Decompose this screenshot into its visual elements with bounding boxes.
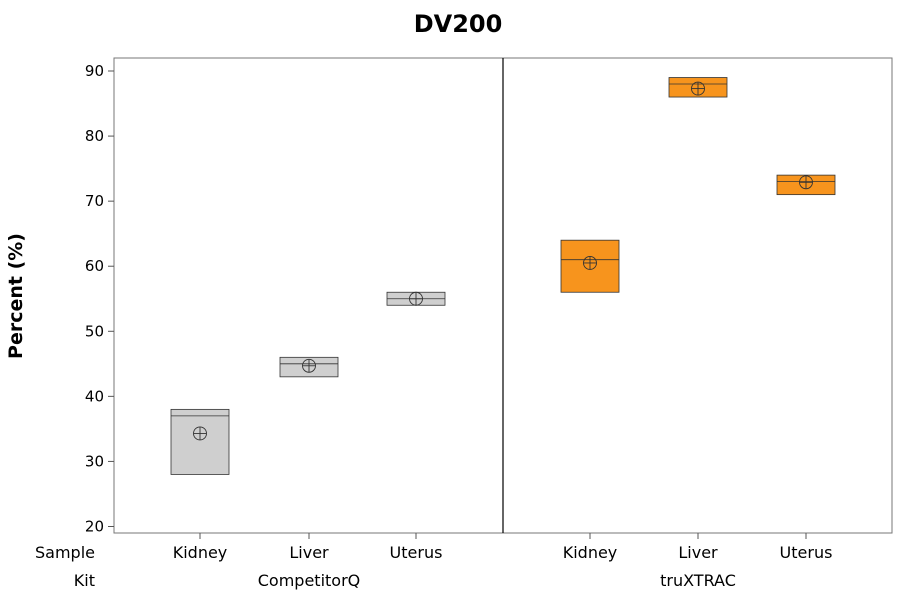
sample-row-label: Sample — [35, 543, 95, 562]
y-tick-label: 40 — [85, 387, 104, 405]
y-tick-label: 20 — [85, 517, 104, 535]
x-tick-label: Uterus — [780, 543, 833, 562]
y-axis-label: Percent (%) — [5, 233, 27, 359]
y-tick-label: 90 — [85, 62, 104, 80]
x-axis: Sample Kit Kidney Liver Uterus CompetitorQ K… — [35, 533, 832, 590]
kit-group-label: CompetitorQ — [258, 571, 361, 590]
box-competitorq-kidney — [170, 408, 230, 475]
x-tick-label: Kidney — [173, 543, 228, 562]
x-tick-label: Uterus — [390, 543, 443, 562]
y-tick-label: 70 — [85, 192, 104, 210]
y-tick-label: 30 — [85, 452, 104, 470]
chart-title: DV200 — [414, 10, 503, 38]
kit-row-label: Kit — [74, 571, 95, 590]
y-axis: 20 30 40 50 60 70 80 90 — [85, 62, 114, 535]
y-tick-label: 80 — [85, 127, 104, 145]
box-truxtrac-liver — [668, 77, 728, 98]
x-tick-label: Kidney — [563, 543, 618, 562]
box-competitorq-uterus — [386, 291, 446, 306]
y-tick-label: 50 — [85, 322, 104, 340]
box-competitorq-liver — [279, 356, 339, 378]
x-tick-label: Liver — [289, 543, 329, 562]
box-truxtrac-uterus — [776, 174, 836, 196]
box-truxtrac-kidney — [560, 239, 620, 293]
y-tick-label: 60 — [85, 257, 104, 275]
boxes — [170, 77, 836, 475]
x-tick-label: Liver — [678, 543, 718, 562]
kit-group-label: truXTRAC — [660, 571, 736, 590]
iqr-box — [170, 408, 230, 475]
